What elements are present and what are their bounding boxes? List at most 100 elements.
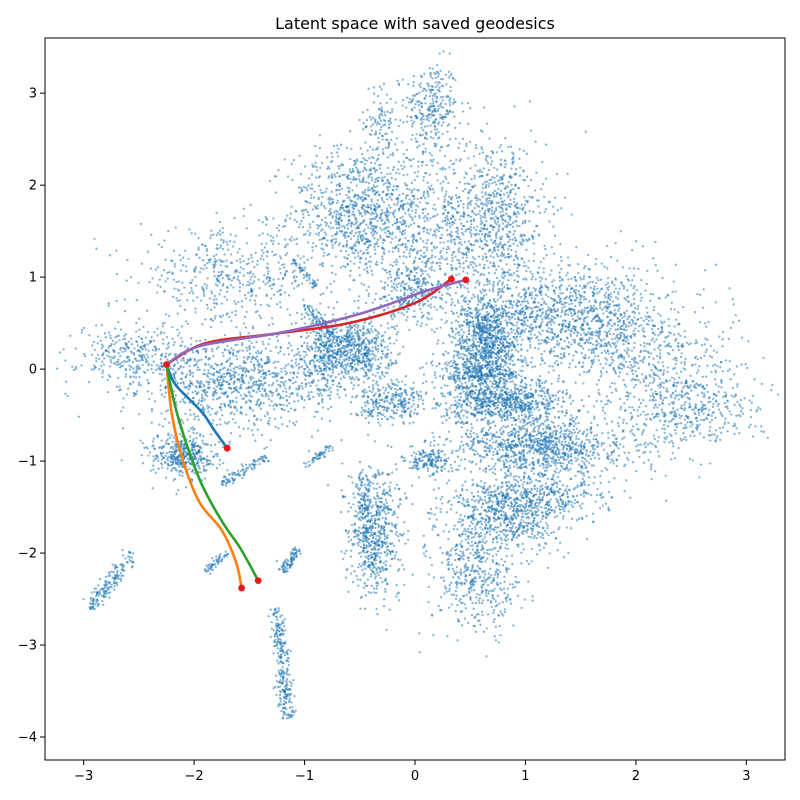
scatter-point — [335, 213, 338, 216]
scatter-point — [251, 282, 255, 285]
scatter-point — [352, 244, 356, 247]
scatter-point — [279, 346, 283, 349]
scatter-point — [489, 156, 492, 159]
scatter-point — [512, 272, 516, 275]
scatter-point — [495, 183, 498, 186]
scatter-point — [386, 356, 389, 359]
scatter-point — [239, 394, 242, 397]
scatter-point — [478, 210, 481, 213]
scatter-point — [247, 258, 250, 261]
scatter-point — [388, 231, 391, 235]
scatter-point — [362, 180, 365, 184]
scatter-point — [228, 274, 231, 277]
scatter-point — [344, 231, 347, 235]
scatter-point — [118, 366, 122, 369]
scatter-point — [504, 137, 507, 140]
scatter-point — [369, 260, 372, 263]
scatter-point — [352, 207, 356, 211]
scatter-point — [210, 290, 213, 293]
scatter-point — [197, 359, 201, 362]
scatter-point — [367, 206, 371, 209]
scatter-point — [203, 398, 206, 401]
scatter-point — [402, 173, 405, 177]
scatter-point — [90, 353, 94, 357]
scatter-point — [221, 270, 224, 273]
scatter-point — [207, 381, 210, 384]
scatter-point — [446, 130, 449, 133]
scatter-point — [154, 268, 157, 271]
scatter-point — [372, 203, 376, 206]
scatter-point — [484, 216, 487, 219]
scatter-point — [420, 105, 423, 109]
scatter-point — [518, 207, 522, 210]
scatter-point — [447, 110, 450, 113]
scatter-point — [437, 229, 440, 233]
scatter-point — [462, 110, 465, 113]
scatter-point — [501, 178, 504, 181]
scatter-point — [397, 83, 401, 87]
scatter-point — [493, 225, 496, 229]
scatter-point — [434, 81, 437, 84]
scatter-point — [424, 293, 427, 297]
scatter-point — [252, 389, 256, 392]
scatter-point — [297, 351, 300, 354]
scatter-point — [268, 361, 271, 364]
scatter-point — [426, 299, 430, 303]
scatter-point — [473, 177, 476, 180]
scatter-point — [353, 339, 357, 342]
scatter-point — [185, 320, 188, 323]
scatter-point — [218, 418, 222, 421]
scatter-point — [292, 158, 296, 162]
scatter-point — [358, 174, 361, 177]
scatter-point — [341, 361, 344, 364]
scatter-point — [446, 262, 449, 266]
scatter-point — [544, 207, 548, 211]
scatter-point — [375, 232, 378, 235]
scatter-point — [390, 138, 393, 142]
scatter-point — [261, 232, 264, 235]
scatter-point — [485, 180, 489, 183]
scatter-point — [93, 237, 96, 241]
scatter-point — [272, 217, 275, 220]
scatter-point — [455, 235, 458, 238]
scatter-point — [493, 210, 496, 213]
scatter-point — [434, 133, 437, 136]
scatter-point — [390, 192, 393, 195]
scatter-point — [460, 243, 463, 246]
scatter-point — [415, 133, 418, 136]
scatter-point — [267, 270, 270, 273]
scatter-point — [381, 241, 385, 245]
scatter-point — [380, 106, 383, 109]
scatter-point — [466, 102, 470, 105]
scatter-point — [254, 303, 257, 306]
scatter-point — [232, 286, 235, 289]
scatter-point — [481, 147, 484, 151]
scatter-point — [374, 374, 377, 378]
scatter-point — [386, 198, 389, 201]
scatter-point — [467, 202, 470, 205]
scatter-point — [135, 330, 138, 333]
scatter-point — [440, 318, 443, 321]
scatter-point — [477, 197, 480, 200]
scatter-point — [285, 399, 289, 402]
scatter-point — [326, 253, 329, 257]
scatter-point — [455, 273, 458, 277]
scatter-point — [171, 271, 174, 274]
scatter-point — [209, 234, 213, 237]
scatter-point — [324, 233, 328, 236]
scatter-point — [449, 294, 452, 297]
scatter-point — [406, 173, 409, 176]
scatter-point — [351, 353, 355, 356]
scatter-point — [347, 351, 350, 354]
scatter-point — [373, 248, 376, 251]
scatter-point — [349, 269, 352, 272]
scatter-point — [427, 192, 430, 196]
scatter-point — [188, 364, 191, 368]
scatter-point — [235, 357, 239, 361]
scatter-point — [336, 144, 339, 147]
scatter-point — [449, 138, 452, 141]
scatter-point — [485, 228, 488, 231]
scatter-point — [341, 203, 344, 207]
scatter-point — [108, 365, 112, 368]
scatter-point — [400, 164, 403, 167]
